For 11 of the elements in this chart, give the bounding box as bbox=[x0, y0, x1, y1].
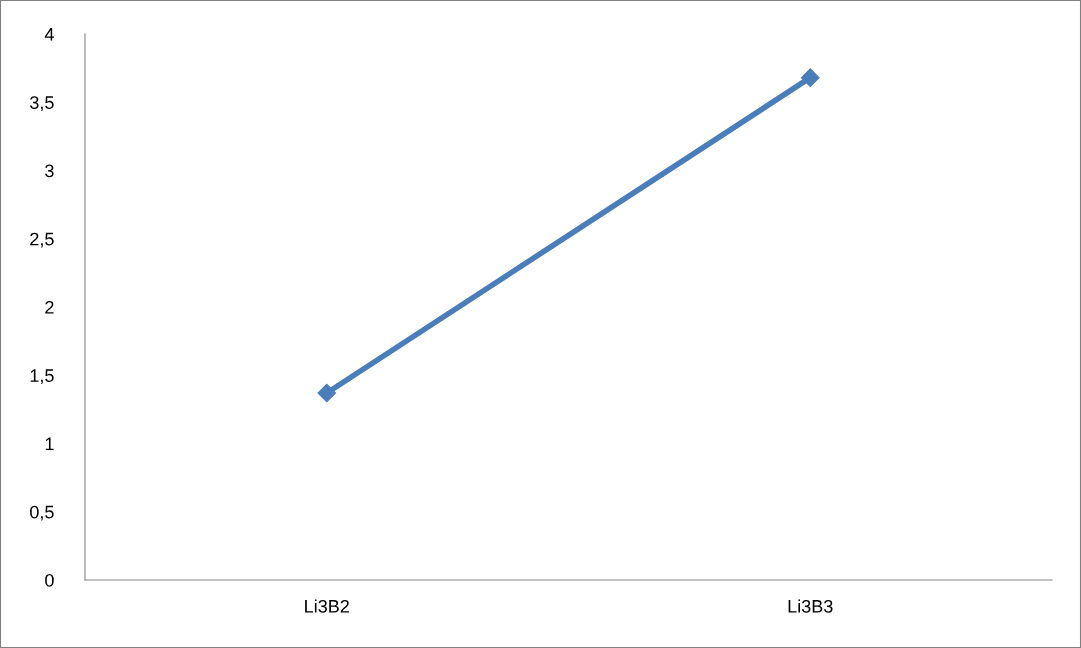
y-tick-label: 4 bbox=[44, 28, 54, 41]
x-tick-label: Li3B2 bbox=[305, 599, 349, 613]
y-tick-label: 1,5 bbox=[30, 369, 54, 385]
y-tick-label: 0,5 bbox=[30, 505, 54, 521]
y-tick-label: 3 bbox=[45, 164, 54, 178]
y-tick-label: 3,5 bbox=[30, 96, 54, 112]
y-tick-label: 1 bbox=[45, 437, 54, 451]
y-tick-label: 2 bbox=[45, 300, 54, 314]
x-tick-label: Li3B3 bbox=[788, 599, 833, 613]
y-tick-label: 0 bbox=[45, 573, 54, 587]
y-tick-label: 2,5 bbox=[30, 232, 54, 248]
